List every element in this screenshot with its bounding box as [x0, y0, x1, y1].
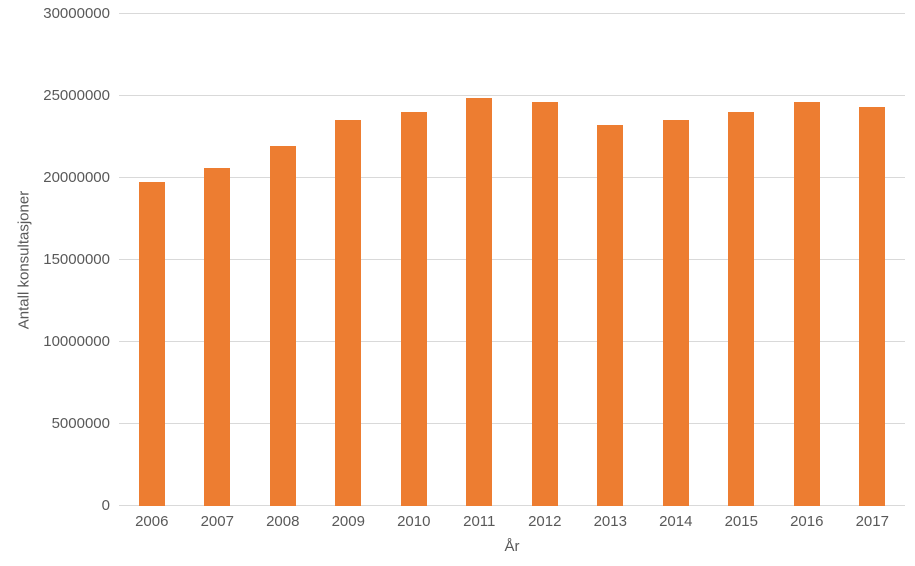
x-tick-label: 2014 [659, 513, 693, 530]
x-tick-label: 2009 [331, 513, 365, 530]
bar-2008 [269, 146, 296, 506]
bar-2009 [335, 119, 362, 506]
y-tick-label: 15000000 [43, 251, 110, 268]
bar-series [119, 14, 905, 506]
x-tick-label: 2016 [790, 513, 824, 530]
bar-slot [316, 14, 382, 506]
x-axis-title: År [504, 538, 520, 555]
gridline [119, 423, 905, 424]
bar-slot [709, 14, 775, 506]
bar-slot [840, 14, 906, 506]
gridline [119, 341, 905, 342]
gridline [119, 505, 905, 506]
y-tick-label: 10000000 [43, 333, 110, 351]
x-tick-label: 2008 [266, 513, 300, 530]
bar-2013 [597, 124, 624, 506]
gridline [119, 177, 905, 178]
x-tick-label: 2012 [528, 513, 562, 530]
bar-slot [185, 14, 251, 506]
bar-slot [119, 14, 185, 506]
bar-2016 [793, 101, 820, 506]
y-tick-label: 30000000 [43, 5, 110, 22]
bar-slot [578, 14, 644, 506]
x-tick-label: 2011 [463, 513, 496, 530]
y-tick-label: 0 [101, 497, 110, 514]
bar-slot [643, 14, 709, 506]
y-tick-label: 20000000 [43, 169, 110, 187]
x-tick-label: 2010 [397, 513, 431, 530]
bar-2010 [400, 112, 427, 506]
plot-area [119, 13, 905, 506]
bar-2011 [466, 97, 493, 506]
x-tick-label: 2017 [855, 513, 889, 530]
bar-slot [447, 14, 513, 506]
y-tick-label: 5000000 [51, 415, 110, 433]
y-tick-label: 25000000 [43, 87, 110, 104]
x-tick-label: 2006 [135, 513, 169, 530]
bar-2006 [138, 182, 165, 506]
bar-slot [381, 14, 447, 506]
y-axis-tick-labels: 0 5000000 10000000 15000000 20000000 25000000… [0, 5, 110, 514]
bar-2012 [531, 101, 558, 506]
bar-2007 [204, 168, 231, 506]
bar-2014 [662, 119, 689, 506]
gridline [119, 13, 905, 14]
bar-slot [512, 14, 578, 506]
gridline [119, 259, 905, 260]
bar-2017 [859, 107, 886, 506]
x-tick-label: 2013 [593, 513, 627, 530]
gridline [119, 95, 905, 96]
bar-2015 [728, 111, 755, 506]
bar-slot [774, 14, 840, 506]
bar-slot [250, 14, 316, 506]
x-tick-label: 2015 [724, 513, 758, 530]
x-axis-tick-labels: 2006 2007 2008 2009 2010 2011 2012 2013 2014 2015… [119, 513, 905, 530]
x-tick-label: 2007 [200, 513, 234, 530]
